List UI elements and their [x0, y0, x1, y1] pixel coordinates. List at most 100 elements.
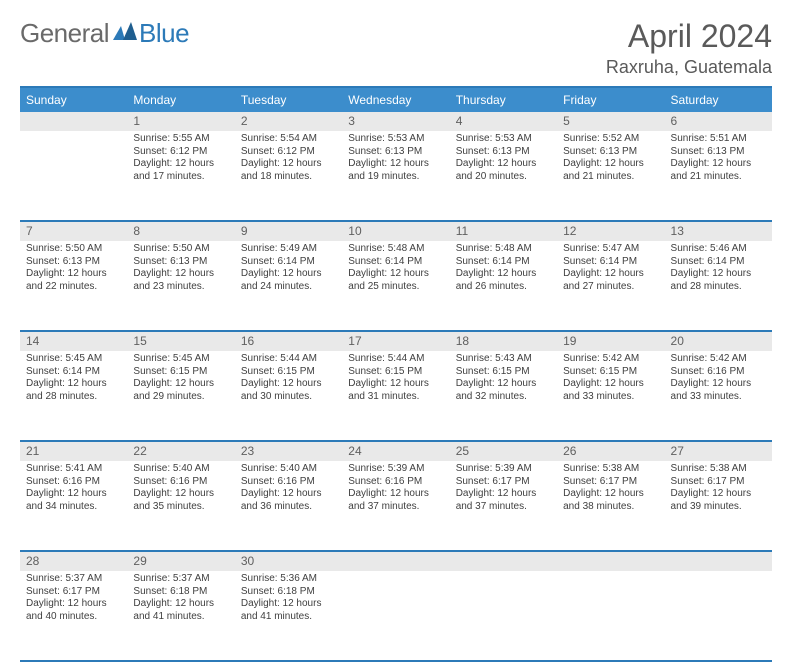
daylight-line: Daylight: 12 hours and 24 minutes.	[241, 268, 336, 293]
sunset-line: Sunset: 6:13 PM	[133, 256, 228, 269]
day-cell: Sunrise: 5:40 AMSunset: 6:16 PMDaylight:…	[127, 461, 234, 551]
day-number-cell: 26	[557, 441, 664, 461]
daylight-line: Daylight: 12 hours and 39 minutes.	[671, 488, 766, 513]
brand-logo: General Blue	[20, 18, 189, 49]
day-number-row: 123456	[20, 112, 772, 131]
day-cell-body: Sunrise: 5:44 AMSunset: 6:15 PMDaylight:…	[342, 351, 449, 407]
daylight-line: Daylight: 12 hours and 37 minutes.	[348, 488, 443, 513]
empty-day-cell	[557, 571, 664, 661]
sunset-line: Sunset: 6:17 PM	[26, 586, 121, 599]
day-cell: Sunrise: 5:55 AMSunset: 6:12 PMDaylight:…	[127, 131, 234, 221]
daylight-line: Daylight: 12 hours and 31 minutes.	[348, 378, 443, 403]
day-cell: Sunrise: 5:48 AMSunset: 6:14 PMDaylight:…	[342, 241, 449, 331]
day-number-cell: 13	[665, 221, 772, 241]
daylight-line: Daylight: 12 hours and 33 minutes.	[563, 378, 658, 403]
location-title: Raxruha, Guatemala	[606, 57, 772, 78]
empty-number-cell	[20, 112, 127, 131]
daylight-line: Daylight: 12 hours and 21 minutes.	[671, 158, 766, 183]
sunrise-line: Sunrise: 5:55 AM	[133, 133, 228, 146]
sunrise-line: Sunrise: 5:49 AM	[241, 243, 336, 256]
weekday-header-row: Sunday Monday Tuesday Wednesday Thursday…	[20, 87, 772, 112]
page-header: General Blue April 2024 Raxruha, Guatema…	[20, 18, 772, 78]
empty-number-cell	[450, 551, 557, 571]
sunset-line: Sunset: 6:15 PM	[133, 366, 228, 379]
sunrise-line: Sunrise: 5:36 AM	[241, 573, 336, 586]
day-cell: Sunrise: 5:39 AMSunset: 6:16 PMDaylight:…	[342, 461, 449, 551]
empty-day-cell	[665, 571, 772, 661]
empty-number-cell	[342, 551, 449, 571]
sunset-line: Sunset: 6:16 PM	[241, 476, 336, 489]
sunrise-line: Sunrise: 5:48 AM	[456, 243, 551, 256]
weekday-sunday: Sunday	[20, 87, 127, 112]
day-cell-body: Sunrise: 5:38 AMSunset: 6:17 PMDaylight:…	[665, 461, 772, 517]
day-cell: Sunrise: 5:44 AMSunset: 6:15 PMDaylight:…	[342, 351, 449, 441]
day-number-cell: 17	[342, 331, 449, 351]
sunset-line: Sunset: 6:12 PM	[241, 146, 336, 159]
daylight-line: Daylight: 12 hours and 22 minutes.	[26, 268, 121, 293]
daylight-line: Daylight: 12 hours and 28 minutes.	[26, 378, 121, 403]
day-cell-body: Sunrise: 5:38 AMSunset: 6:17 PMDaylight:…	[557, 461, 664, 517]
day-cell-body: Sunrise: 5:42 AMSunset: 6:15 PMDaylight:…	[557, 351, 664, 407]
sunrise-line: Sunrise: 5:37 AM	[26, 573, 121, 586]
day-cell: Sunrise: 5:52 AMSunset: 6:13 PMDaylight:…	[557, 131, 664, 221]
day-number-cell: 4	[450, 112, 557, 131]
day-cell: Sunrise: 5:50 AMSunset: 6:13 PMDaylight:…	[127, 241, 234, 331]
sunrise-line: Sunrise: 5:52 AM	[563, 133, 658, 146]
day-number-cell: 3	[342, 112, 449, 131]
day-cell: Sunrise: 5:45 AMSunset: 6:14 PMDaylight:…	[20, 351, 127, 441]
day-cell-body: Sunrise: 5:51 AMSunset: 6:13 PMDaylight:…	[665, 131, 772, 187]
day-number-cell: 12	[557, 221, 664, 241]
day-cell: Sunrise: 5:42 AMSunset: 6:16 PMDaylight:…	[665, 351, 772, 441]
sunset-line: Sunset: 6:18 PM	[241, 586, 336, 599]
sunset-line: Sunset: 6:14 PM	[671, 256, 766, 269]
day-body-row: Sunrise: 5:45 AMSunset: 6:14 PMDaylight:…	[20, 351, 772, 441]
day-number-cell: 24	[342, 441, 449, 461]
daylight-line: Daylight: 12 hours and 40 minutes.	[26, 598, 121, 623]
day-cell-body: Sunrise: 5:37 AMSunset: 6:17 PMDaylight:…	[20, 571, 127, 627]
sunset-line: Sunset: 6:13 PM	[348, 146, 443, 159]
day-cell-body: Sunrise: 5:55 AMSunset: 6:12 PMDaylight:…	[127, 131, 234, 187]
sunset-line: Sunset: 6:15 PM	[563, 366, 658, 379]
day-number-cell: 19	[557, 331, 664, 351]
sunrise-line: Sunrise: 5:50 AM	[26, 243, 121, 256]
daylight-line: Daylight: 12 hours and 18 minutes.	[241, 158, 336, 183]
day-number-cell: 1	[127, 112, 234, 131]
day-number-row: 78910111213	[20, 221, 772, 241]
daylight-line: Daylight: 12 hours and 41 minutes.	[241, 598, 336, 623]
day-cell: Sunrise: 5:45 AMSunset: 6:15 PMDaylight:…	[127, 351, 234, 441]
day-cell-body: Sunrise: 5:45 AMSunset: 6:14 PMDaylight:…	[20, 351, 127, 407]
day-cell-body: Sunrise: 5:44 AMSunset: 6:15 PMDaylight:…	[235, 351, 342, 407]
day-cell: Sunrise: 5:53 AMSunset: 6:13 PMDaylight:…	[450, 131, 557, 221]
day-body-row: Sunrise: 5:55 AMSunset: 6:12 PMDaylight:…	[20, 131, 772, 221]
day-number-row: 282930	[20, 551, 772, 571]
weekday-saturday: Saturday	[665, 87, 772, 112]
sunset-line: Sunset: 6:13 PM	[563, 146, 658, 159]
sunset-line: Sunset: 6:13 PM	[456, 146, 551, 159]
empty-number-cell	[557, 551, 664, 571]
sunset-line: Sunset: 6:14 PM	[563, 256, 658, 269]
weekday-friday: Friday	[557, 87, 664, 112]
day-cell-body: Sunrise: 5:42 AMSunset: 6:16 PMDaylight:…	[665, 351, 772, 407]
day-number-cell: 5	[557, 112, 664, 131]
daylight-line: Daylight: 12 hours and 37 minutes.	[456, 488, 551, 513]
sunset-line: Sunset: 6:17 PM	[563, 476, 658, 489]
day-cell: Sunrise: 5:51 AMSunset: 6:13 PMDaylight:…	[665, 131, 772, 221]
day-body-row: Sunrise: 5:50 AMSunset: 6:13 PMDaylight:…	[20, 241, 772, 331]
day-number-cell: 27	[665, 441, 772, 461]
day-cell: Sunrise: 5:47 AMSunset: 6:14 PMDaylight:…	[557, 241, 664, 331]
day-cell: Sunrise: 5:40 AMSunset: 6:16 PMDaylight:…	[235, 461, 342, 551]
sunset-line: Sunset: 6:16 PM	[133, 476, 228, 489]
day-number-cell: 9	[235, 221, 342, 241]
day-body-row: Sunrise: 5:41 AMSunset: 6:16 PMDaylight:…	[20, 461, 772, 551]
sunrise-line: Sunrise: 5:50 AM	[133, 243, 228, 256]
day-number-cell: 23	[235, 441, 342, 461]
day-cell-body: Sunrise: 5:43 AMSunset: 6:15 PMDaylight:…	[450, 351, 557, 407]
calendar-body: 123456 Sunrise: 5:55 AMSunset: 6:12 PMDa…	[20, 112, 772, 661]
day-cell: Sunrise: 5:54 AMSunset: 6:12 PMDaylight:…	[235, 131, 342, 221]
sunrise-line: Sunrise: 5:39 AM	[456, 463, 551, 476]
day-cell-body: Sunrise: 5:47 AMSunset: 6:14 PMDaylight:…	[557, 241, 664, 297]
day-cell-body: Sunrise: 5:39 AMSunset: 6:16 PMDaylight:…	[342, 461, 449, 517]
day-cell-body: Sunrise: 5:37 AMSunset: 6:18 PMDaylight:…	[127, 571, 234, 627]
daylight-line: Daylight: 12 hours and 30 minutes.	[241, 378, 336, 403]
weekday-thursday: Thursday	[450, 87, 557, 112]
